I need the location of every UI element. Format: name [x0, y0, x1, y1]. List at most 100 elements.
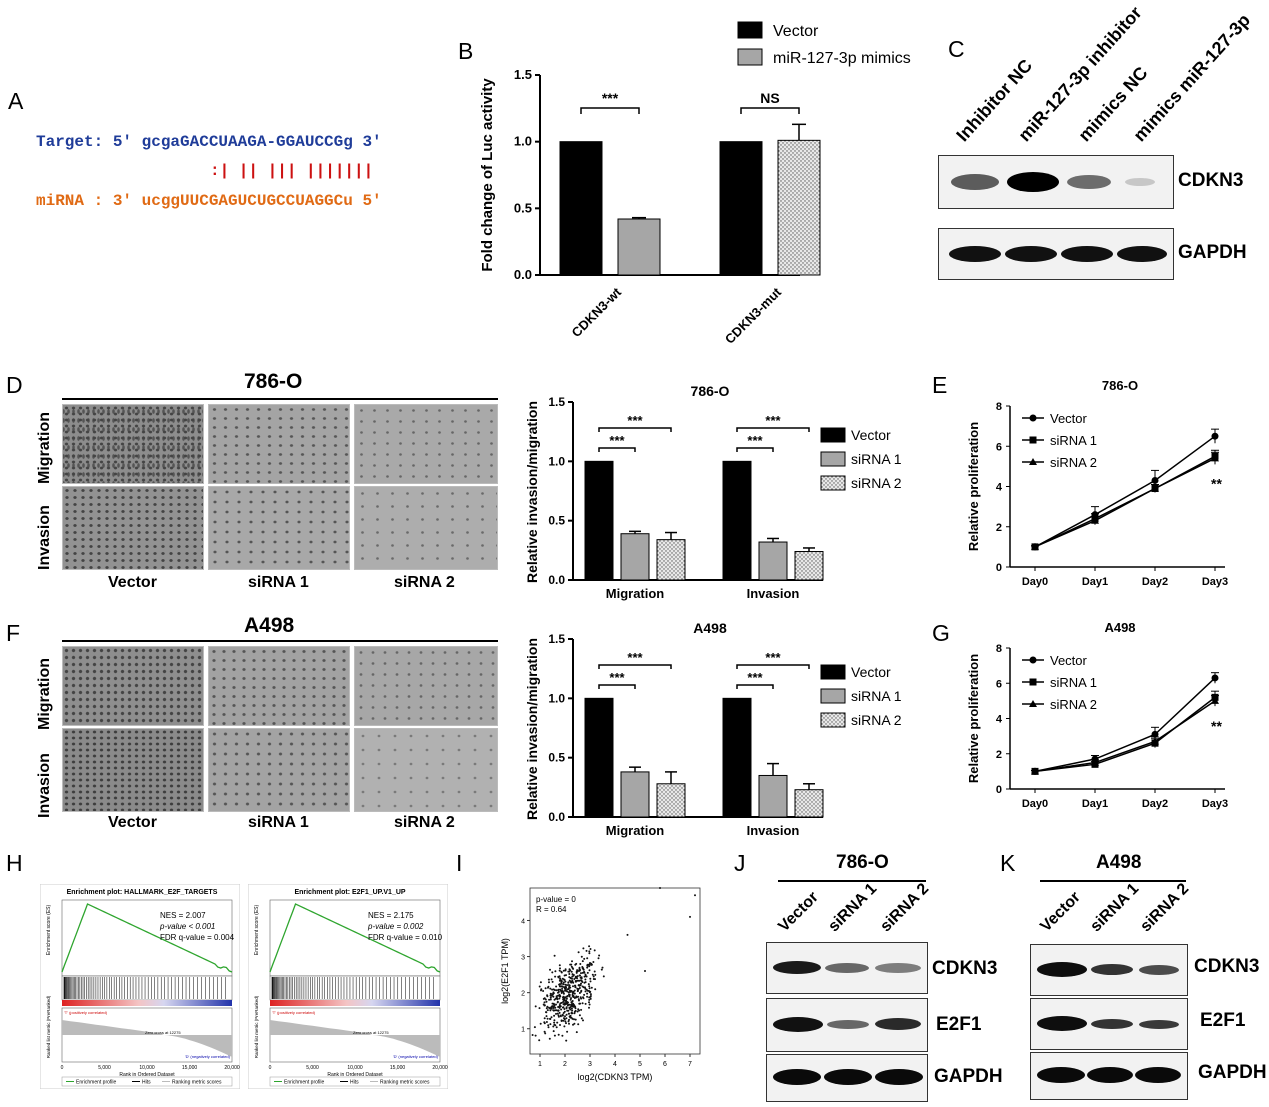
data-point — [564, 968, 567, 971]
data-point — [569, 980, 572, 983]
p-text: p-value = 0.002 — [367, 922, 424, 931]
data-point — [580, 977, 583, 980]
data-point — [570, 997, 572, 1000]
data-point — [552, 995, 555, 998]
data-point — [558, 995, 561, 998]
data-point — [566, 1004, 569, 1007]
y-tick-label: 6 — [996, 441, 1002, 453]
bar — [722, 697, 752, 818]
y-tick-label: 1.5 — [548, 395, 565, 409]
band — [1125, 178, 1155, 186]
data-point — [571, 1000, 574, 1002]
data-point — [580, 955, 583, 958]
data-point — [586, 957, 589, 960]
data-point — [551, 980, 554, 983]
chart-title: A498 — [1104, 620, 1135, 635]
lane-label-j-3: siRNA 2 — [877, 880, 933, 936]
legend-frame — [269, 1076, 441, 1087]
data-point — [556, 1021, 559, 1024]
data-point — [549, 968, 551, 971]
data-point — [574, 1009, 577, 1012]
data-point — [578, 987, 581, 989]
significance-bracket — [736, 684, 774, 689]
y-tick-label: 3 — [521, 955, 525, 962]
row-label-d-migration: Migration — [36, 412, 53, 484]
bar — [719, 141, 763, 276]
x-tick-label: Day1 — [1082, 798, 1108, 810]
significance-bracket — [598, 664, 672, 669]
nes-text: NES = 2.007 — [160, 911, 206, 920]
x-tick-label: Day3 — [1202, 798, 1228, 810]
x-tick-label: CDKN3-wt — [569, 284, 625, 340]
data-point — [580, 982, 582, 985]
data-point — [557, 1009, 560, 1012]
significance-bracket — [598, 447, 636, 452]
data-point — [1091, 758, 1099, 766]
data-point — [570, 963, 573, 966]
data-point — [581, 966, 584, 968]
data-point — [561, 1034, 564, 1037]
data-point — [565, 995, 568, 998]
data-point — [543, 1022, 546, 1025]
data-point — [557, 1015, 560, 1018]
enrichment-profile — [61, 903, 233, 973]
data-point — [582, 947, 585, 950]
x-axis-title: log2(CDKN3 TPM) — [578, 1072, 653, 1082]
band — [875, 1018, 921, 1030]
data-point — [566, 1001, 569, 1004]
data-point — [589, 993, 592, 996]
data-point — [559, 1005, 562, 1008]
band — [875, 1069, 923, 1085]
legend-swatch — [820, 451, 846, 467]
legend-label: Vector — [773, 23, 819, 40]
micrograph-f-5 — [208, 728, 350, 812]
data-point — [558, 964, 561, 967]
bar — [758, 541, 788, 581]
plot-title: Enrichment plot: HALLMARK_E2F_TARGETS — [67, 889, 218, 896]
data-point — [549, 992, 552, 995]
data-point — [567, 981, 570, 984]
data-point — [574, 984, 577, 987]
data-point — [554, 1009, 557, 1012]
row-label-f-migration: Migration — [36, 658, 53, 730]
data-point — [550, 1016, 553, 1019]
data-point — [584, 986, 586, 989]
data-point — [576, 990, 579, 993]
data-point — [545, 1011, 547, 1014]
x-tick-label: Day0 — [1022, 798, 1048, 810]
data-point — [548, 1007, 551, 1010]
data-point — [589, 962, 591, 964]
band — [951, 174, 999, 190]
data-point — [545, 1007, 548, 1010]
chart-d: 786-O 0.0 0.5 1.0 1.5 Relative invasion/migra… — [525, 383, 902, 601]
chart-g: A498 0 2 4 6 8 Day0 Day1 Day2 Day3 Relative prolif… — [966, 620, 1228, 810]
data-point — [563, 974, 566, 977]
data-point — [588, 963, 591, 966]
x-tick-label: Invasion — [747, 586, 800, 601]
panel-label-c: C — [948, 36, 965, 62]
data-point — [590, 986, 593, 989]
y-tick-label: 8 — [996, 401, 1002, 413]
data-point — [581, 967, 584, 970]
band — [1037, 1016, 1087, 1031]
data-point — [551, 988, 554, 991]
data-point — [578, 992, 581, 994]
chart-title: 786-O — [691, 383, 730, 399]
panel-label-f: F — [6, 620, 21, 646]
x-tick-label: 5,000 — [98, 1065, 111, 1071]
data-point — [559, 967, 561, 970]
data-point — [543, 1017, 546, 1020]
data-point — [564, 985, 567, 988]
band — [949, 246, 1001, 262]
data-point — [1031, 542, 1039, 550]
data-point — [561, 987, 564, 990]
data-point — [565, 1017, 568, 1020]
micrograph-f-2 — [208, 646, 350, 726]
data-point — [547, 1024, 550, 1027]
significance-label: *** — [765, 650, 781, 665]
y-tick-label: 4 — [996, 714, 1003, 726]
bar — [656, 783, 686, 818]
data-point — [577, 984, 580, 987]
data-point — [568, 1022, 570, 1025]
chart-title: A498 — [693, 620, 727, 636]
